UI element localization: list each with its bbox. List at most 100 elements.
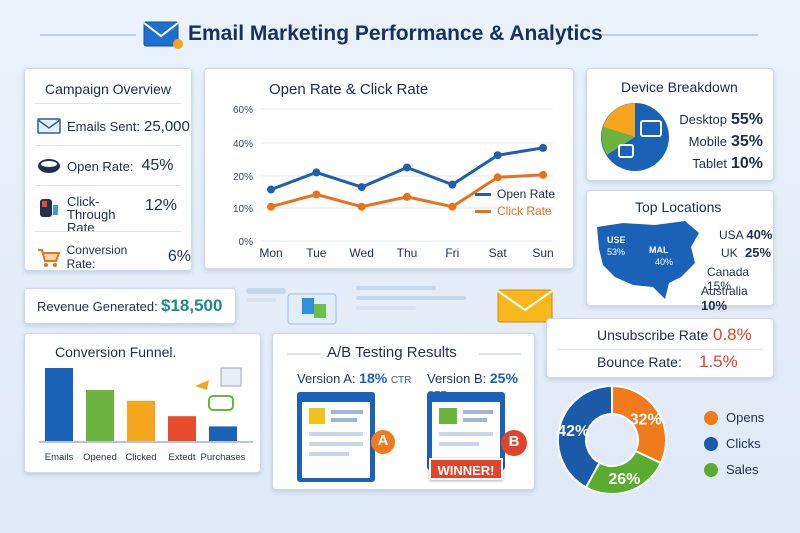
engagement-donut-card: 32% 26% 42% Opens Clicks Sales (546, 384, 774, 494)
x-tick-label: Thu (397, 246, 418, 260)
funnel-category-label: Emails (45, 452, 74, 463)
y-tick-label: 40% (233, 139, 253, 150)
data-point (357, 183, 366, 192)
envelope-icon (143, 21, 183, 49)
device-label: Desktop (679, 112, 727, 127)
data-point (493, 151, 502, 160)
version-value: 25% (489, 370, 518, 386)
badge-b (501, 430, 527, 456)
version-label: Version A: (297, 371, 356, 386)
overview-row-open-rate: Open Rate: 45% (37, 157, 174, 175)
location-row-usa: USA 40% (719, 227, 772, 242)
shopping-cart-icon (38, 249, 61, 267)
envelope-icon (37, 118, 61, 134)
overview-row-emails-sent: Emails Sent: 25,000 (37, 117, 190, 135)
overview-value: 6% (167, 248, 191, 265)
overview-label: Emails Sent: (67, 118, 140, 134)
map-label-usa: USE (607, 235, 626, 245)
y-tick-label: 20% (233, 172, 253, 183)
funnel-bar (209, 426, 237, 441)
campaign-overview-card: Campaign Overview Emails Sent: 25,000 Op… (24, 68, 192, 271)
page-header: Email Marketing Performance & Analytics (0, 14, 800, 56)
bounce-value: 1.5% (699, 352, 738, 371)
funnel-category-label: Opened (83, 452, 117, 463)
x-tick-label: Sat (489, 246, 508, 260)
device-row-desktop: Desktop 55% (679, 111, 763, 129)
legend-click-rate: Click Rate (475, 204, 552, 218)
rates-card: Unsubscribe Rate 0.8% Bounce Rate: 1.5% (546, 318, 774, 378)
device-row-tablet: Tablet 10% (692, 155, 763, 173)
header-rule-left (40, 34, 136, 36)
legend-dot (704, 462, 718, 477)
overview-label: Click-Through Rate (67, 194, 116, 235)
line-chart-svg: 0% 10% 20% 40% 60% Mon Tue Wed Thu Fri Sat Sun (233, 105, 554, 260)
revenue-value: $18,500 (161, 296, 223, 315)
data-point (448, 180, 457, 189)
monitor-icon (640, 120, 662, 137)
donut-slice-label: 32% (630, 412, 662, 429)
data-point (267, 202, 275, 211)
unsubscribe-label: Unsubscribe Rate (597, 327, 709, 343)
revenue-label: Revenue Generated: (37, 299, 158, 314)
funnel-bar (86, 389, 114, 441)
funnel-chart-svg: Emails Opened Clicked Extedt Purchases (39, 368, 253, 463)
data-point (403, 163, 411, 172)
data-point (357, 202, 366, 211)
location-row-australia: Australia 10% (701, 284, 773, 313)
device-value: 55% (730, 111, 763, 128)
line-chart-title: Open Rate & Click Rate (269, 81, 429, 98)
device-value: 35% (730, 133, 763, 150)
location-label: Australia (701, 284, 748, 298)
legend-label: Click Rate (497, 204, 552, 218)
ab-testing-card: A/B Testing Results Version A: 18% CTR V… (272, 333, 535, 490)
funnel-decor-icon (195, 367, 242, 411)
tablet-icon (618, 144, 634, 158)
campaign-overview-title: Campaign Overview (44, 81, 172, 97)
ab-testing-title: A/B Testing Results (327, 344, 457, 361)
donut-legend-clicks: Clicks (704, 436, 761, 451)
map-label-mal-pct: 40% (655, 257, 673, 267)
overview-row-ctr: Click-Through Rate 12% (37, 195, 177, 234)
donut-slice (611, 384, 667, 465)
top-locations-card: Top Locations USE 53% MAL 40% USA 40% UK… (586, 190, 774, 313)
donut-legend-sales: Sales (704, 462, 759, 477)
device-label: Tablet (692, 156, 727, 171)
data-point (539, 143, 547, 152)
funnel-category-label: Extedt (169, 452, 196, 463)
device-pie-icon (601, 103, 669, 171)
conversion-funnel-card: Conversion Funnel. Emails Opened Clicked Ex… (24, 333, 261, 473)
unsubscribe-value: 0.8% (713, 325, 752, 344)
funnel-category-label: Purchases (201, 452, 246, 463)
badge-a-label: A (377, 432, 389, 449)
overview-value: 12% (145, 197, 178, 214)
location-value: 15% (707, 279, 732, 293)
legend-label: Clicks (726, 436, 761, 451)
map-label-usa-pct: 53% (607, 247, 625, 257)
donut-slice-label: 42% (557, 423, 589, 440)
x-tick-label: Mon (259, 246, 282, 260)
legend-label: Opens (726, 410, 765, 425)
version-unit: CTR (390, 375, 412, 386)
winner-banner: WINNER! (429, 458, 503, 480)
data-point (403, 192, 411, 201)
funnel-bar (168, 416, 196, 441)
badge-b-label: B (508, 433, 520, 450)
location-value: 10% (701, 298, 728, 313)
engagement-donut-svg: 32% 26% 42% (557, 384, 667, 494)
donut-legend-opens: Opens (704, 410, 764, 425)
revenue-card: Revenue Generated: $18,500 (24, 288, 236, 324)
y-tick-label: 0% (239, 237, 254, 248)
overview-label: Open Rate: (67, 158, 134, 174)
donut-slice (584, 449, 663, 494)
page-title: Email Marketing Performance & Analytics (188, 22, 603, 45)
mouse-click-icon (40, 199, 58, 217)
decorative-icons-strip (246, 286, 553, 325)
y-tick-label: 60% (233, 105, 253, 116)
funnel-bar (45, 368, 73, 441)
overview-value: 25,000 (143, 117, 190, 135)
version-a-label: Version A: 18% CTR (297, 370, 411, 386)
location-label: Canada (707, 265, 750, 279)
device-breakdown-card: Device Breakdown Desktop 55% Mobile 35% Ta… (586, 68, 774, 181)
data-point (312, 168, 321, 177)
funnel-category-label: Clicked (125, 452, 156, 463)
